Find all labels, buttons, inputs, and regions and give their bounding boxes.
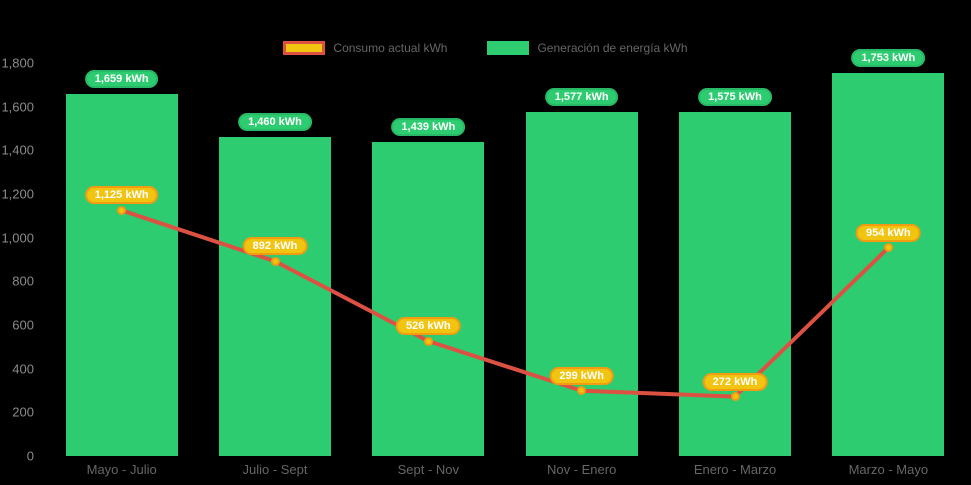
generacion-legend-swatch [487,41,530,55]
y-axis-tick-label: 200 [12,404,34,420]
bar-value-badge: 1,753 kWh [851,49,926,68]
bar-value-badge: 1,439 kWh [391,117,466,136]
x-axis-label: Marzo - Mayo [848,462,929,477]
generation-bar[interactable] [832,73,945,456]
line-point-marker [577,386,587,396]
bar-value-badge: 1,577 kWh [544,87,619,106]
bar-value-badge: 1,575 kWh [698,88,772,107]
legend-item-consumo[interactable]: Consumo actual kWh [283,41,447,55]
consumo-legend-label: Consumo actual kWh [333,41,448,55]
y-axis-tick-label: 400 [12,361,34,377]
line-point-marker [117,205,127,215]
generation-bar[interactable] [219,137,331,456]
generacion-legend-label: Generación de energía kWh [537,41,688,55]
line-point-marker [730,392,740,402]
bar-value-badge: 1,460 kWh [238,113,312,132]
point-value-badge: 1,125 kWh [84,186,159,205]
generation-bar[interactable] [65,93,178,456]
legend-item-generacion[interactable]: Generación de energía kWh [487,41,688,55]
y-axis-tick-label: 600 [12,317,34,333]
generation-bar[interactable] [372,141,485,456]
y-axis-tick-label: 1,400 [1,142,34,158]
point-value-badge: 526 kWh [396,317,461,336]
generation-bar[interactable] [525,111,638,456]
y-axis-tick-label: 1,000 [1,230,34,246]
y-axis-tick-label: 1,200 [1,186,34,202]
point-value-badge: 272 kWh [702,372,768,391]
chart-legend: Consumo actual kWh Generación de energía… [0,38,971,58]
x-axis-label: Nov - Enero [546,462,617,477]
point-value-badge: 954 kWh [856,223,921,242]
x-axis-label: Enero - Marzo [693,462,777,477]
y-axis-tick-label: 1,800 [1,55,34,71]
consumo-legend-swatch [283,41,326,55]
x-axis-label: Sept - Nov [397,462,460,477]
line-point-marker [423,336,433,346]
y-axis-tick-label: 1,600 [1,99,34,115]
x-axis-label: Julio - Sept [242,462,308,477]
x-axis-label: Mayo - Julio [86,462,157,477]
generation-bar[interactable] [679,112,791,456]
line-point-marker [270,256,280,266]
bar-value-badge: 1,659 kWh [84,69,159,88]
point-value-badge: 892 kWh [242,237,308,256]
y-axis-tick-label: 800 [12,273,34,289]
point-value-badge: 299 kWh [549,366,614,385]
line-point-marker [883,243,893,253]
y-axis-tick-label: 0 [26,448,34,464]
